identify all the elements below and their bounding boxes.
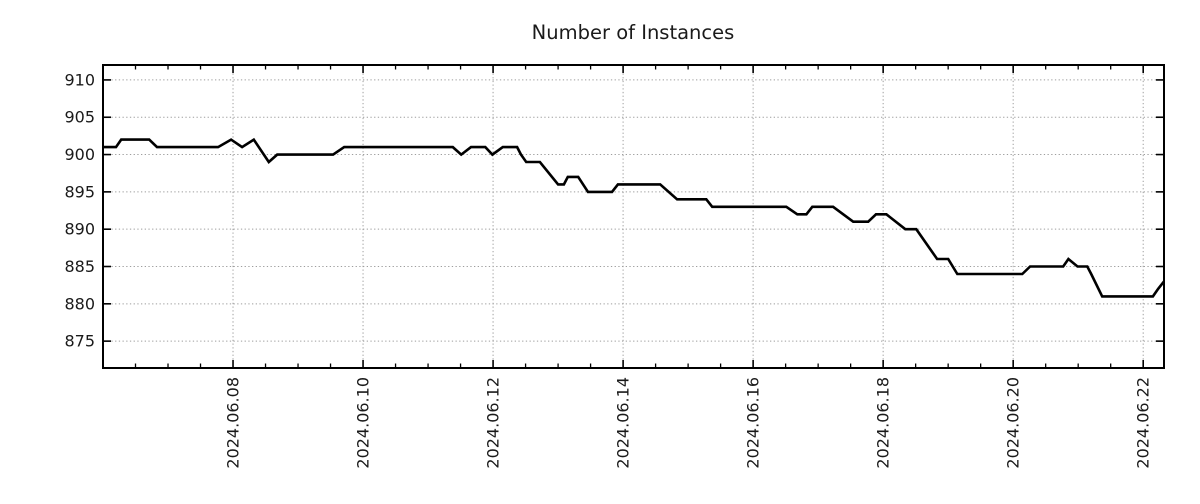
x-tick-label: 2024.06.16	[744, 377, 763, 469]
x-tick-label: 2024.06.12	[484, 377, 503, 469]
x-tick-label: 2024.06.22	[1134, 377, 1153, 469]
x-tick-label: 2024.06.08	[224, 377, 243, 469]
axis-layer	[102, 64, 1165, 369]
label-layer: 875 880 885 890 895 900 905 910 2024.06.08 2024.0…	[64, 70, 1152, 468]
x-tick-label: 2024.06.10	[354, 377, 373, 469]
y-tick-label: 875	[64, 332, 95, 351]
data-line-instances	[103, 137, 1166, 298]
x-tick-label: 2024.06.20	[1004, 377, 1023, 469]
y-tick-label: 900	[64, 145, 95, 164]
chart-title: Number of Instances	[532, 21, 735, 44]
grid-layer	[104, 66, 1163, 367]
x-tick-label: 2024.06.14	[614, 377, 633, 469]
y-tick-label: 895	[64, 182, 95, 201]
y-tick-label: 905	[64, 108, 95, 127]
data-layer	[103, 137, 1166, 298]
y-tick-label: 885	[64, 257, 95, 276]
y-tick-label: 910	[64, 70, 95, 89]
y-tick-label: 890	[64, 220, 95, 239]
plot-border	[102, 64, 1165, 369]
x-tick-label: 2024.06.18	[874, 377, 893, 469]
y-tick-label: 880	[64, 294, 95, 313]
